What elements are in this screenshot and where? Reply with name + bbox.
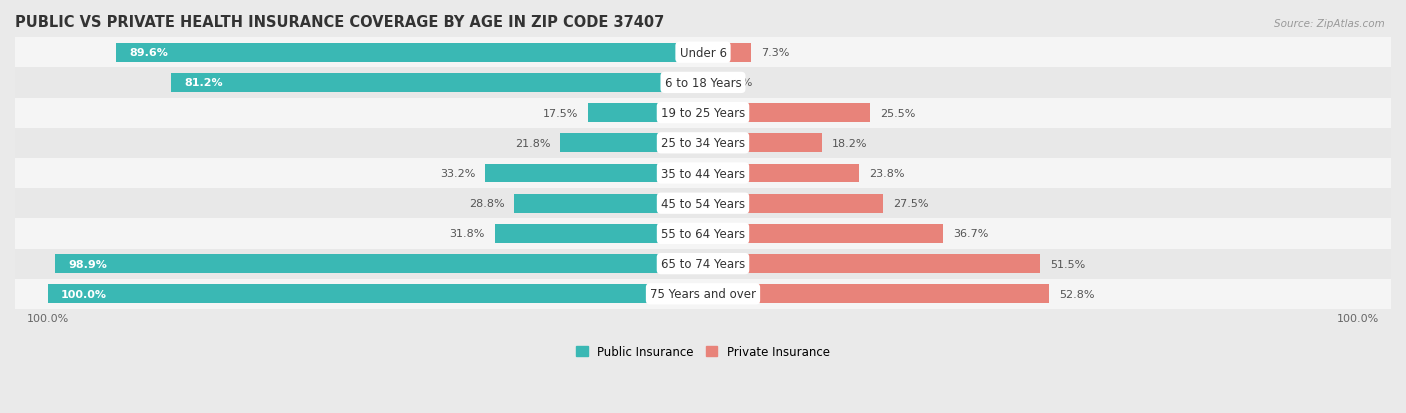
- Text: 1.8%: 1.8%: [724, 78, 754, 88]
- Bar: [15, 219, 1391, 249]
- Text: 36.7%: 36.7%: [953, 229, 988, 239]
- Bar: [15, 128, 1391, 159]
- Bar: [703, 164, 859, 183]
- Text: PUBLIC VS PRIVATE HEALTH INSURANCE COVERAGE BY AGE IN ZIP CODE 37407: PUBLIC VS PRIVATE HEALTH INSURANCE COVER…: [15, 15, 664, 30]
- Text: 81.2%: 81.2%: [184, 78, 222, 88]
- Bar: [485, 164, 703, 183]
- Bar: [15, 159, 1391, 189]
- Text: 25.5%: 25.5%: [880, 108, 915, 119]
- Text: 35 to 44 Years: 35 to 44 Years: [661, 167, 745, 180]
- Bar: [588, 104, 703, 123]
- Bar: [703, 74, 714, 93]
- Text: 75 Years and over: 75 Years and over: [650, 287, 756, 301]
- Bar: [703, 134, 823, 153]
- Text: 45 to 54 Years: 45 to 54 Years: [661, 197, 745, 210]
- Text: 89.6%: 89.6%: [129, 48, 167, 58]
- Text: 23.8%: 23.8%: [869, 169, 904, 178]
- Text: 98.9%: 98.9%: [67, 259, 107, 269]
- Bar: [15, 249, 1391, 279]
- Bar: [15, 189, 1391, 219]
- Text: 51.5%: 51.5%: [1050, 259, 1085, 269]
- Bar: [703, 285, 1049, 304]
- Legend: Public Insurance, Private Insurance: Public Insurance, Private Insurance: [571, 341, 835, 363]
- Text: 55 to 64 Years: 55 to 64 Years: [661, 228, 745, 240]
- Bar: [48, 285, 703, 304]
- Text: 31.8%: 31.8%: [450, 229, 485, 239]
- Text: 65 to 74 Years: 65 to 74 Years: [661, 257, 745, 271]
- Bar: [515, 195, 703, 213]
- Text: Under 6: Under 6: [679, 47, 727, 59]
- Text: 25 to 34 Years: 25 to 34 Years: [661, 137, 745, 150]
- Text: 18.2%: 18.2%: [832, 138, 868, 148]
- Bar: [703, 255, 1040, 273]
- Text: 52.8%: 52.8%: [1059, 289, 1094, 299]
- Text: 21.8%: 21.8%: [515, 138, 550, 148]
- Text: 28.8%: 28.8%: [468, 199, 505, 209]
- Bar: [15, 68, 1391, 98]
- Bar: [495, 225, 703, 243]
- Text: 33.2%: 33.2%: [440, 169, 475, 178]
- Bar: [560, 134, 703, 153]
- Bar: [703, 225, 943, 243]
- Bar: [115, 44, 703, 62]
- Bar: [703, 44, 751, 62]
- Text: 7.3%: 7.3%: [761, 48, 789, 58]
- Bar: [15, 98, 1391, 128]
- Text: 19 to 25 Years: 19 to 25 Years: [661, 107, 745, 120]
- Bar: [15, 279, 1391, 309]
- Text: 17.5%: 17.5%: [543, 108, 578, 119]
- Bar: [703, 104, 870, 123]
- Bar: [55, 255, 703, 273]
- Text: 27.5%: 27.5%: [893, 199, 928, 209]
- Text: Source: ZipAtlas.com: Source: ZipAtlas.com: [1274, 19, 1385, 28]
- Text: 100.0%: 100.0%: [60, 289, 107, 299]
- Bar: [15, 38, 1391, 68]
- Text: 6 to 18 Years: 6 to 18 Years: [665, 77, 741, 90]
- Bar: [703, 195, 883, 213]
- Bar: [172, 74, 703, 93]
